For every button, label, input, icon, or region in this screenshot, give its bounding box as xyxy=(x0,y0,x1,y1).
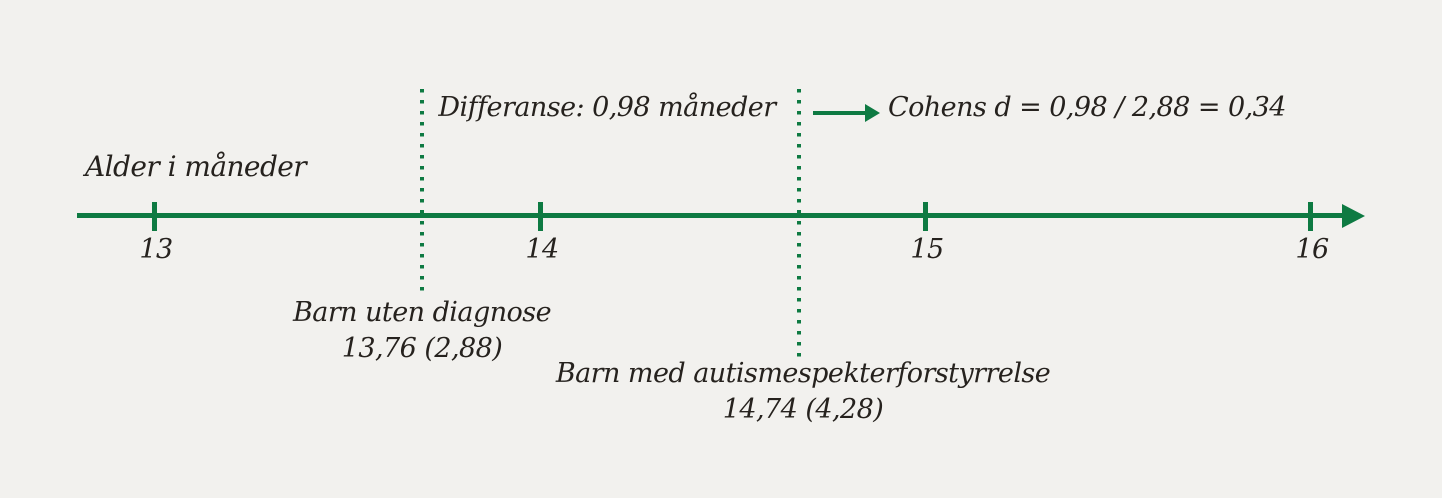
axis-tick-label-16: 16 xyxy=(1295,234,1329,265)
group-value-asd: 14,74 (4,28) xyxy=(722,394,884,425)
axis-tick-15 xyxy=(922,202,928,231)
cohens-d-arrowhead-icon xyxy=(865,104,880,122)
cohens-d-arrow-icon xyxy=(813,102,881,124)
axis-tick-14 xyxy=(537,202,543,231)
group-value-no-diagnosis: 13,76 (2,88) xyxy=(341,333,503,364)
axis-tick-label-14: 14 xyxy=(525,234,559,265)
axis-tick-13 xyxy=(151,202,157,231)
axis-tick-16 xyxy=(1307,202,1313,231)
difference-annotation: Differanse: 0,98 måneder xyxy=(438,92,776,123)
x-axis-line xyxy=(77,213,1343,218)
x-axis-arrowhead-icon xyxy=(1342,203,1365,228)
axis-title: Alder i måneder xyxy=(85,150,307,183)
mean-marker-line-no-diagnosis xyxy=(420,89,424,297)
group-label-asd: Barn med autismespekterforstyrrelse xyxy=(555,358,1051,389)
group-label-no-diagnosis: Barn uten diagnose xyxy=(292,297,552,328)
cohens-d-arrow-shaft xyxy=(813,111,866,115)
axis-tick-label-13: 13 xyxy=(139,234,173,265)
cohens-d-annotation: Cohens d = 0,98 / 2,88 = 0,34 xyxy=(888,92,1286,123)
mean-marker-line-asd xyxy=(797,89,801,358)
axis-tick-label-15: 15 xyxy=(910,234,944,265)
